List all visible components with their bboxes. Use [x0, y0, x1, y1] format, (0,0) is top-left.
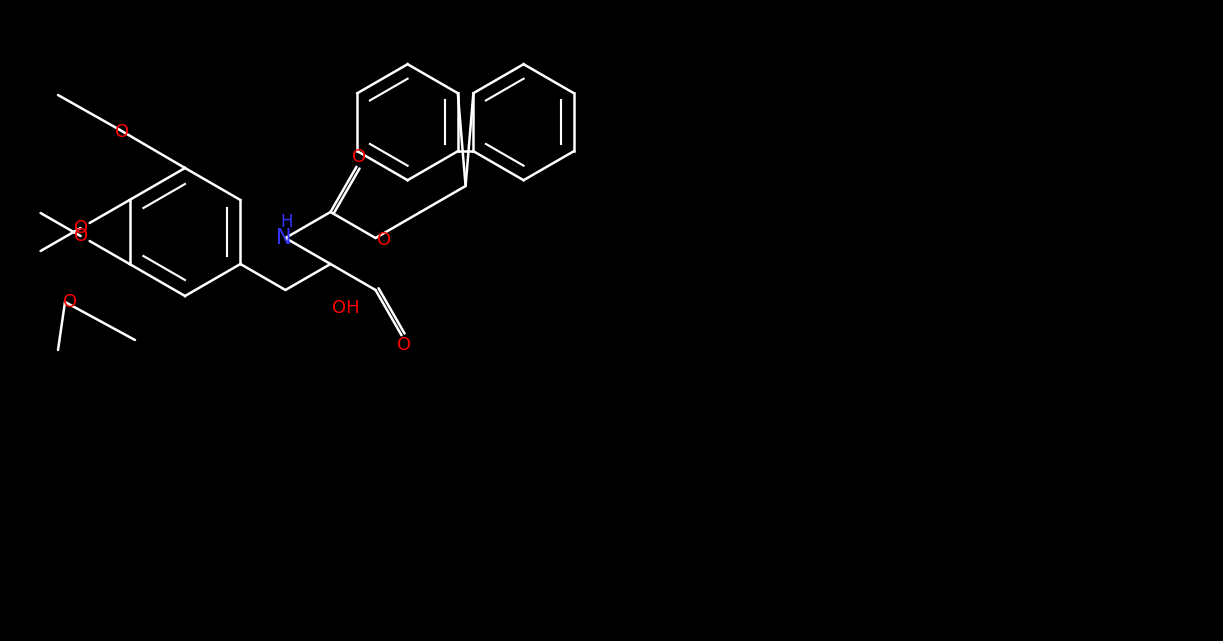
Text: O: O: [62, 293, 77, 311]
Text: O: O: [397, 337, 412, 354]
Text: H: H: [280, 213, 292, 231]
Text: O: O: [73, 219, 88, 237]
Text: OH: OH: [331, 299, 360, 317]
Text: O: O: [73, 227, 88, 245]
Text: N: N: [275, 228, 291, 248]
Text: O: O: [352, 148, 367, 166]
Text: O: O: [115, 123, 130, 141]
Text: O: O: [378, 231, 391, 249]
